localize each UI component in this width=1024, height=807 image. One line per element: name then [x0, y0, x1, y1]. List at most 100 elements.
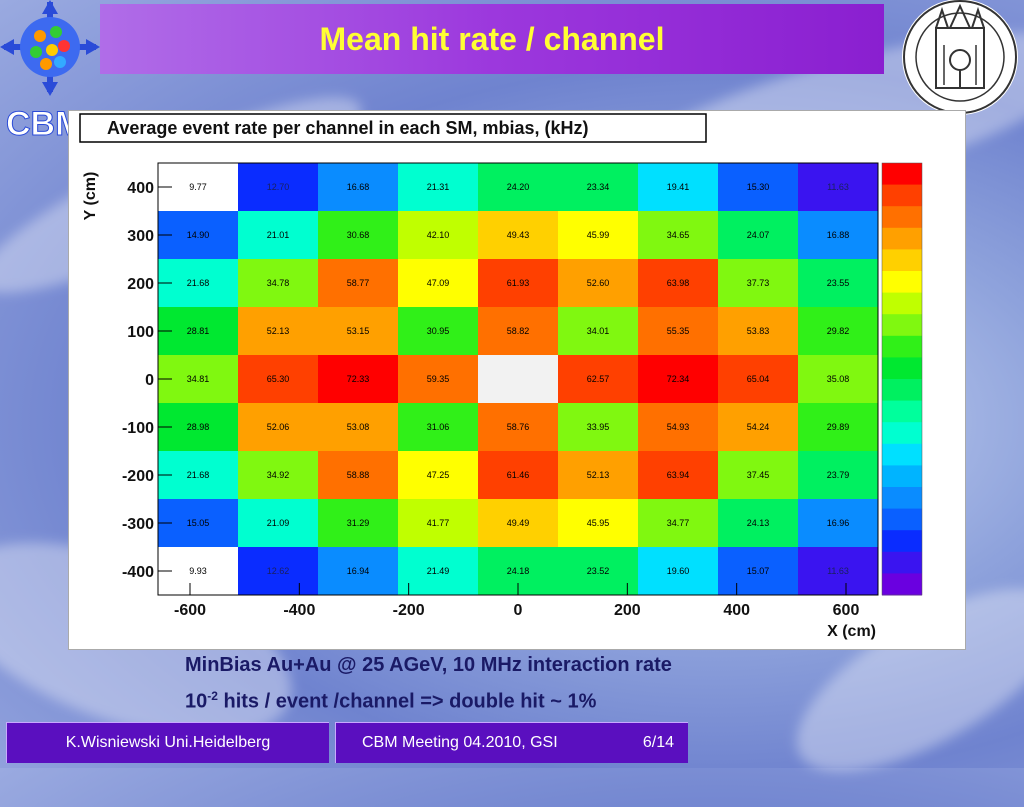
heatmap-cell	[718, 211, 798, 259]
cell-value-label: 42.10	[427, 230, 450, 240]
cell-value-label: 54.24	[747, 422, 770, 432]
cell-value-label: 41.77	[427, 518, 450, 528]
cell-value-label: 16.68	[347, 182, 370, 192]
cell-value-label: 58.76	[507, 422, 530, 432]
caption-line-2: 10-2 hits / event /channel => double hit…	[185, 681, 672, 718]
cell-value-label: 16.96	[827, 518, 850, 528]
cell-value-label: 21.68	[187, 278, 210, 288]
cell-value-label: 58.77	[347, 278, 370, 288]
heatmap-cell	[718, 403, 798, 451]
heatmap-cell	[798, 547, 878, 595]
cell-value-label: 34.78	[267, 278, 290, 288]
caption-line-2-prefix: 10	[185, 690, 208, 713]
heatmap-chart: Average event rate per channel in each S…	[79, 113, 923, 640]
heatmap-cell	[638, 163, 718, 211]
heatmap-cell	[238, 403, 318, 451]
color-scale-swatch	[882, 422, 922, 445]
cell-value-label: 31.29	[347, 518, 370, 528]
cell-value-label: 21.49	[427, 566, 450, 576]
heatmap-cell	[478, 259, 558, 307]
heatmap-cell	[398, 403, 478, 451]
heatmap-cell	[238, 547, 318, 595]
cell-value-label: 15.30	[747, 182, 770, 192]
color-scale-swatch	[882, 206, 922, 229]
cell-value-label: 30.95	[427, 326, 450, 336]
heatmap-cell	[798, 211, 878, 259]
color-scale-swatch	[882, 465, 922, 488]
cell-value-label: 53.15	[347, 326, 370, 336]
cell-value-label: 34.77	[667, 518, 690, 528]
heatmap-cell	[798, 259, 878, 307]
cell-value-label: 31.06	[427, 422, 450, 432]
heatmap-cell	[798, 499, 878, 547]
x-tick-label: 200	[614, 602, 641, 619]
cell-value-label: 59.35	[427, 374, 450, 384]
cell-value-label: 63.98	[667, 278, 690, 288]
heatmap-cell	[718, 499, 798, 547]
color-scale-swatch	[882, 508, 922, 531]
x-axis-label: X (cm)	[827, 623, 876, 640]
heatmap-cell	[318, 499, 398, 547]
chart-panel: Average event rate per channel in each S…	[68, 110, 966, 650]
heatmap-cell	[398, 499, 478, 547]
cell-value-label: 49.49	[507, 518, 530, 528]
cell-value-label: 19.41	[667, 182, 690, 192]
color-scale-swatch	[882, 184, 922, 207]
cell-value-label: 15.07	[747, 566, 770, 576]
color-scale-swatch	[882, 573, 922, 596]
heatmap-cell	[478, 163, 558, 211]
y-tick-label: 300	[127, 228, 154, 245]
cell-value-label: 52.06	[267, 422, 290, 432]
heatmap-cell	[318, 259, 398, 307]
cell-value-label: 72.33	[347, 374, 370, 384]
cell-value-label: 23.79	[827, 470, 850, 480]
cell-value-label: 34.92	[267, 470, 290, 480]
cell-value-label: 53.83	[747, 326, 770, 336]
heatmap-cell	[478, 307, 558, 355]
cell-value-label: 30.68	[347, 230, 370, 240]
cell-value-label: 15.05	[187, 518, 210, 528]
page-number: 6/14	[642, 734, 674, 751]
heatmap-cell	[398, 259, 478, 307]
heatmap-cell	[558, 211, 638, 259]
cell-value-label: 28.98	[187, 422, 210, 432]
heatmap-cell	[238, 307, 318, 355]
heatmap-cell	[638, 499, 718, 547]
cell-value-label: 63.94	[667, 470, 690, 480]
y-tick-label: -100	[122, 420, 154, 437]
cell-value-label: 24.20	[507, 182, 530, 192]
heatmap-cell	[558, 499, 638, 547]
cell-value-label: 37.73	[747, 278, 770, 288]
cell-value-label: 49.43	[507, 230, 530, 240]
heatmap-cell	[398, 451, 478, 499]
slide-title: Mean hit rate / channel	[319, 20, 665, 57]
cell-value-label: 37.45	[747, 470, 770, 480]
heatmap-cell	[798, 163, 878, 211]
cell-value-label: 16.88	[827, 230, 850, 240]
x-tick-label: -600	[174, 602, 206, 619]
cell-value-label: 72.34	[667, 374, 690, 384]
university-seal-icon	[894, 0, 1024, 115]
heatmap-cell	[718, 163, 798, 211]
cell-value-label: 47.25	[427, 470, 450, 480]
y-tick-label: 0	[145, 372, 154, 389]
heatmap-cell	[238, 259, 318, 307]
cell-value-label: 52.13	[267, 326, 290, 336]
x-tick-label: 0	[514, 602, 523, 619]
heatmap-cell	[318, 547, 398, 595]
x-tick-label: -200	[393, 602, 425, 619]
cell-value-label: 21.01	[267, 230, 290, 240]
title-banner: Mean hit rate / channel	[100, 4, 884, 74]
footer-author: K.Wisniewski Uni.Heidelberg	[6, 722, 329, 763]
heatmap-cell	[558, 547, 638, 595]
cell-value-label: 62.57	[587, 374, 610, 384]
color-scale-swatch	[882, 227, 922, 250]
heatmap-cell	[318, 451, 398, 499]
cell-value-label: 23.52	[587, 566, 610, 576]
cell-value-label: 16.94	[347, 566, 370, 576]
heatmap-cell	[718, 547, 798, 595]
heatmap-cell	[238, 355, 318, 403]
heatmap-cell	[638, 451, 718, 499]
x-tick-label: 600	[833, 602, 860, 619]
cell-value-label: 29.82	[827, 326, 850, 336]
